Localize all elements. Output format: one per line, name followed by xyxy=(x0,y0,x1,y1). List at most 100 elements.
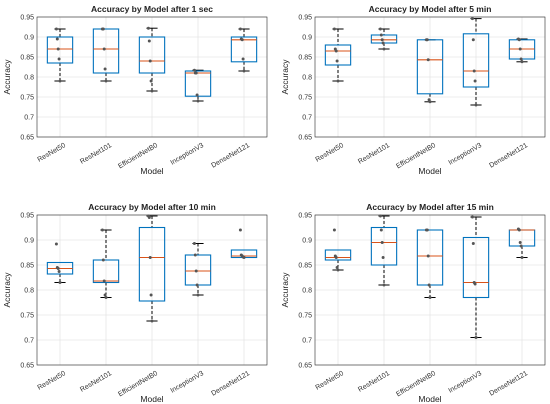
data-point xyxy=(58,281,62,284)
data-point xyxy=(104,296,108,299)
data-point xyxy=(104,79,108,83)
data-point xyxy=(55,37,59,41)
y-tick-label: 0.8 xyxy=(24,288,34,295)
data-point xyxy=(195,93,199,97)
data-point xyxy=(470,17,474,21)
box-efficientnetb0 xyxy=(138,214,166,323)
box-efficientnetb0 xyxy=(416,228,444,299)
plot-frame xyxy=(36,214,268,366)
data-point xyxy=(335,59,339,63)
data-point xyxy=(378,214,382,218)
y-axis-label: Accuracy xyxy=(2,272,12,308)
data-point xyxy=(519,244,523,248)
chart-panel-1: Accuracy by Model after 1 sec 0.65 0.7 0.75… xyxy=(2,4,268,176)
data-point xyxy=(100,228,104,232)
data-point xyxy=(332,27,336,31)
iqr-box xyxy=(46,36,74,64)
y-tick-label: 0.95 xyxy=(20,213,34,220)
data-point xyxy=(192,242,196,245)
box-inceptionv3 xyxy=(462,215,490,339)
data-point xyxy=(57,270,61,273)
data-point xyxy=(428,100,432,104)
x-tick-label: InceptionV3 xyxy=(447,370,483,395)
data-point xyxy=(379,33,383,37)
x-tick-label: ResNet50 xyxy=(37,142,68,164)
data-point xyxy=(380,241,384,244)
data-point xyxy=(238,27,242,31)
data-point xyxy=(426,254,430,258)
data-point xyxy=(520,256,524,259)
y-tick-label: 0.8 xyxy=(24,75,34,82)
x-tick-label: InceptionV3 xyxy=(169,142,205,167)
y-axis-label: Accuracy xyxy=(280,59,290,95)
iqr-box xyxy=(92,28,120,74)
y-tick-label: 0.9 xyxy=(302,238,312,245)
data-point xyxy=(425,38,429,42)
x-tick-label: InceptionV3 xyxy=(169,370,205,395)
y-tick-label: 0.8 xyxy=(302,75,312,82)
data-point xyxy=(242,69,246,73)
chart-title: Accuracy by Model after 1 sec xyxy=(91,4,213,14)
data-point xyxy=(334,256,338,259)
y-tick-label: 0.95 xyxy=(298,213,312,220)
y-tick-label: 0.85 xyxy=(298,263,312,270)
box-resnet50 xyxy=(46,27,74,83)
iqr-box xyxy=(370,226,398,266)
box-resnet50 xyxy=(324,27,352,83)
data-point xyxy=(382,283,386,287)
y-tick-label: 0.8 xyxy=(302,288,312,295)
y-tick-label: 0.7 xyxy=(302,338,312,345)
data-point xyxy=(192,68,196,72)
x-tick-label: ResNet50 xyxy=(315,142,346,164)
box-densenet121 xyxy=(508,37,536,64)
box-resnet101 xyxy=(370,27,398,51)
y-tick-label: 0.65 xyxy=(298,363,312,370)
data-point xyxy=(471,38,475,42)
iqr-box xyxy=(92,259,120,284)
y-tick-label: 0.7 xyxy=(302,115,312,122)
y-tick-label: 0.95 xyxy=(298,15,312,22)
data-point xyxy=(58,79,62,83)
data-point xyxy=(195,283,199,287)
x-axis-label: Model xyxy=(140,166,163,176)
data-point xyxy=(378,27,382,31)
chart-title: Accuracy by Model after 10 min xyxy=(88,202,216,212)
x-tick-label: DenseNet121 xyxy=(210,142,251,170)
y-tick-label: 0.75 xyxy=(298,95,312,102)
data-point xyxy=(148,59,152,63)
data-point xyxy=(335,266,339,269)
data-point xyxy=(147,39,151,43)
iqr-box xyxy=(324,44,352,66)
y-tick-label: 0.7 xyxy=(24,338,34,345)
data-point xyxy=(146,26,150,30)
box-resnet101 xyxy=(92,27,120,83)
data-point xyxy=(382,47,386,51)
box-resnet50 xyxy=(324,228,352,272)
data-point xyxy=(520,60,524,64)
data-point xyxy=(381,256,385,259)
box-densenet121 xyxy=(508,227,536,259)
data-point xyxy=(474,336,478,339)
x-tick-label: InceptionV3 xyxy=(447,142,483,167)
data-point xyxy=(518,241,522,244)
data-point xyxy=(196,293,200,297)
data-point xyxy=(150,89,154,93)
data-point xyxy=(428,296,432,299)
x-axis-label: Model xyxy=(140,394,163,404)
y-tick-label: 0.85 xyxy=(298,55,312,62)
iqr-box xyxy=(138,36,166,74)
box-efficientnetb0 xyxy=(138,26,166,93)
data-point xyxy=(519,57,523,61)
x-tick-label: ResNet101 xyxy=(79,370,113,394)
data-point xyxy=(474,103,478,107)
y-tick-label: 0.9 xyxy=(24,35,34,42)
data-point xyxy=(194,269,198,273)
data-point xyxy=(101,258,105,262)
data-point xyxy=(427,283,431,287)
data-point xyxy=(242,256,246,259)
data-point xyxy=(147,216,151,219)
box-resnet50 xyxy=(46,242,74,284)
data-point xyxy=(196,99,200,103)
data-point xyxy=(471,242,475,245)
